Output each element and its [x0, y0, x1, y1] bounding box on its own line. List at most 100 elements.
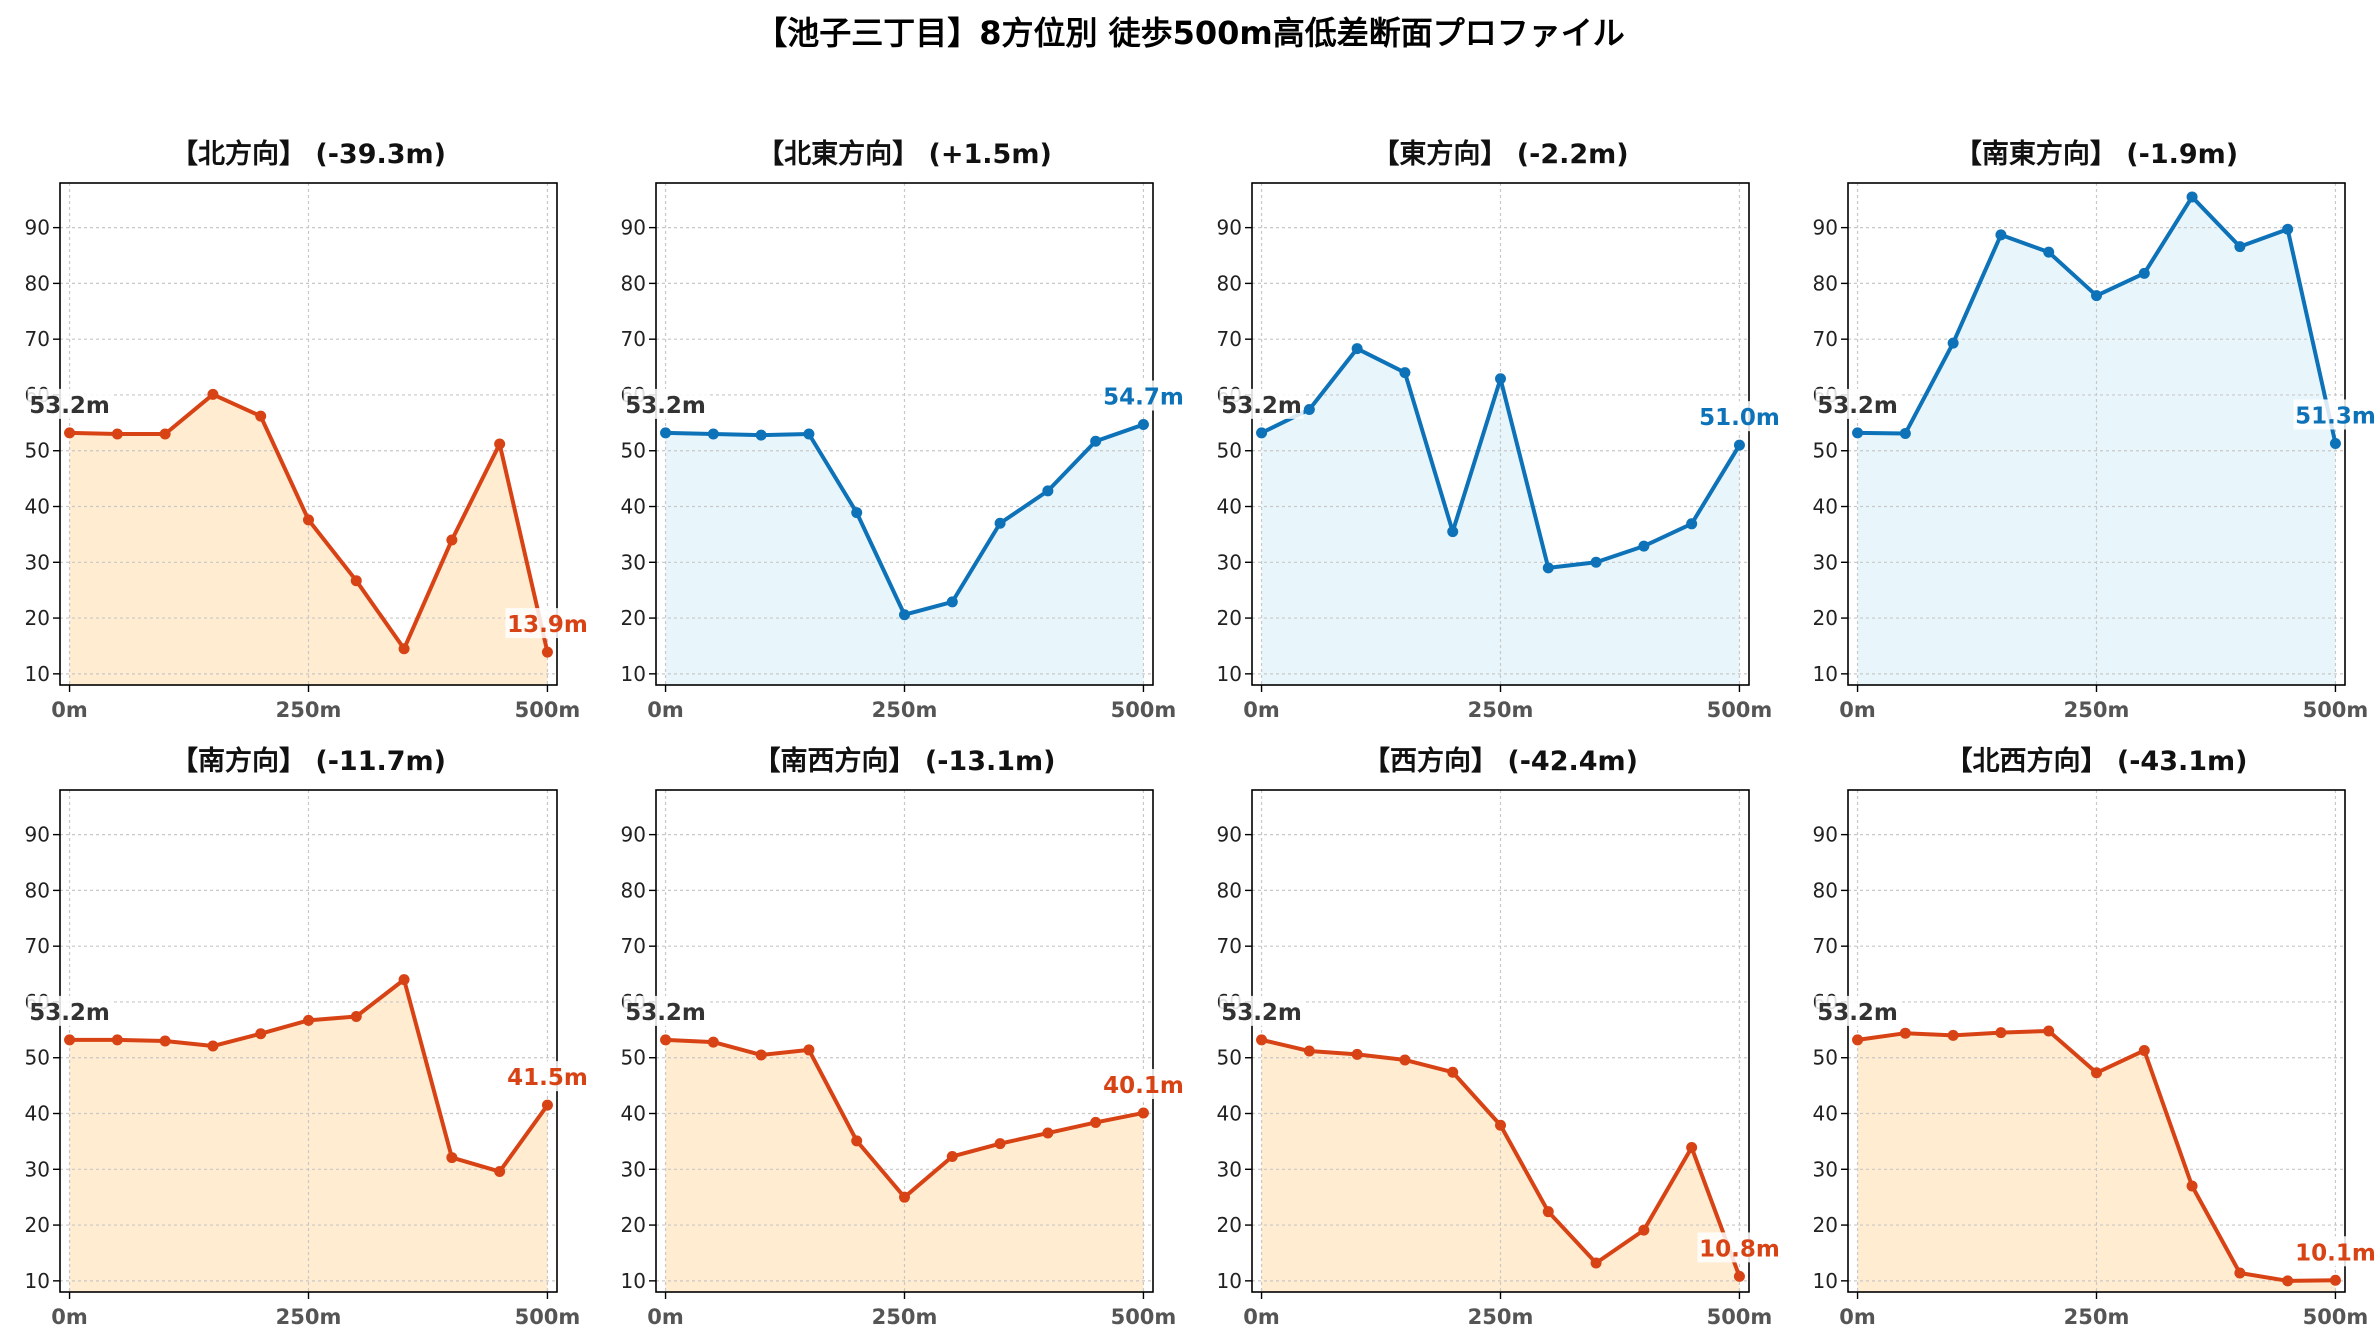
- y-tick-label: 30: [621, 1157, 646, 1181]
- data-point: [946, 1150, 958, 1162]
- chart-panel-6: 【南西方向】 (-13.1m)1020304050607080900m250m5…: [621, 745, 1186, 1329]
- x-tick-label: 0m: [51, 698, 88, 722]
- data-point: [1899, 427, 1911, 439]
- data-point: [1447, 526, 1459, 538]
- y-tick-label: 30: [621, 550, 646, 574]
- chart-panel-8: 【北西方向】 (-43.1m)1020304050607080900m250m5…: [1813, 745, 2378, 1329]
- panel-title: 【北方向】 (-39.3m): [171, 138, 446, 170]
- elevation-area: [1857, 196, 2336, 685]
- end-elevation-label: 10.8m: [1699, 1236, 1780, 1262]
- y-tick-label: 50: [25, 1046, 50, 1070]
- start-elevation-label: 53.2m: [625, 393, 706, 419]
- x-tick-label: 0m: [1839, 1305, 1876, 1329]
- start-elevation-label: 53.2m: [29, 1000, 110, 1026]
- data-point: [1256, 427, 1268, 439]
- data-point: [1542, 562, 1554, 574]
- start-label-bg: [1219, 388, 1304, 419]
- data-point: [660, 427, 672, 439]
- data-point: [1947, 337, 1959, 349]
- panel-title: 【南方向】 (-11.7m): [171, 745, 446, 777]
- data-point: [803, 1044, 815, 1056]
- end-label-bg: [2293, 399, 2378, 430]
- y-tick-label: 30: [1813, 550, 1838, 574]
- end-label-bg: [1101, 380, 1186, 411]
- data-point: [2043, 246, 2055, 258]
- data-point: [1733, 439, 1745, 451]
- data-point: [1638, 1224, 1650, 1236]
- data-point: [1399, 1054, 1411, 1066]
- data-point: [851, 1135, 863, 1147]
- data-point: [994, 1138, 1006, 1150]
- y-tick-label: 10: [1813, 1269, 1838, 1293]
- start-elevation-label: 53.2m: [29, 393, 110, 419]
- chart-panel-7: 【西方向】 (-42.4m)1020304050607080900m250m50…: [1217, 745, 1782, 1329]
- y-tick-label: 30: [1217, 1157, 1242, 1181]
- end-label-bg: [2293, 1236, 2378, 1267]
- data-point: [2091, 1067, 2102, 1079]
- elevation-area: [1261, 348, 1740, 685]
- panel-title: 【南西方向】 (-13.1m): [753, 745, 1055, 777]
- x-tick-label: 500m: [515, 698, 581, 722]
- data-point: [1137, 1107, 1149, 1119]
- data-point: [851, 507, 863, 519]
- x-tick-label: 250m: [2064, 1305, 2130, 1329]
- chart-panel-5: 【南方向】 (-11.7m)1020304050607080900m250m50…: [25, 745, 590, 1329]
- end-label-bg: [505, 608, 590, 639]
- end-label-bg: [1697, 401, 1782, 432]
- y-tick-label: 70: [25, 327, 50, 351]
- data-point: [994, 517, 1006, 529]
- elevation-area: [665, 424, 1144, 685]
- x-tick-label: 500m: [515, 1305, 581, 1329]
- data-point: [1733, 1270, 1745, 1282]
- end-elevation-label: 51.3m: [2295, 403, 2376, 429]
- data-point: [755, 1049, 767, 1061]
- y-tick-label: 10: [621, 662, 646, 686]
- data-point: [899, 609, 910, 621]
- y-tick-label: 20: [621, 606, 646, 630]
- data-point: [398, 974, 410, 986]
- data-point: [111, 428, 123, 440]
- y-tick-label: 40: [25, 495, 50, 519]
- x-tick-label: 500m: [1707, 698, 1773, 722]
- data-point: [1303, 403, 1315, 415]
- data-point: [1686, 518, 1698, 530]
- x-tick-label: 500m: [1707, 1305, 1773, 1329]
- start-label-bg: [27, 388, 112, 419]
- y-tick-label: 30: [1217, 550, 1242, 574]
- data-point: [1995, 229, 2007, 241]
- data-point: [255, 1028, 267, 1040]
- end-label-bg: [1697, 1232, 1782, 1263]
- x-tick-label: 0m: [1243, 1305, 1280, 1329]
- y-tick-label: 40: [1217, 1102, 1242, 1126]
- data-point: [446, 1152, 458, 1164]
- data-point: [1090, 435, 1102, 447]
- data-point: [1137, 419, 1149, 431]
- figure-title: 【池子三丁目】8方位別 徒歩500m高低差断面プロファイル: [755, 14, 1625, 52]
- data-point: [2043, 1025, 2055, 1037]
- data-point: [2138, 267, 2150, 279]
- x-tick-label: 0m: [1839, 698, 1876, 722]
- y-tick-label: 20: [1813, 1213, 1838, 1237]
- x-tick-label: 250m: [276, 698, 342, 722]
- x-tick-label: 250m: [276, 1305, 342, 1329]
- data-point: [398, 643, 410, 655]
- y-tick-label: 40: [1813, 1102, 1838, 1126]
- data-point: [350, 1010, 362, 1022]
- y-tick-label: 30: [25, 1157, 50, 1181]
- elevation-area: [69, 979, 548, 1292]
- start-label-bg: [623, 995, 708, 1026]
- data-point: [946, 596, 958, 608]
- data-point: [111, 1034, 123, 1046]
- y-tick-label: 70: [1217, 327, 1242, 351]
- x-tick-label: 500m: [1111, 698, 1177, 722]
- data-point: [350, 575, 362, 587]
- y-tick-label: 70: [621, 934, 646, 958]
- start-elevation-label: 53.2m: [1817, 1000, 1898, 1026]
- y-tick-label: 90: [621, 823, 646, 847]
- data-point: [660, 1034, 672, 1046]
- data-point: [899, 1191, 910, 1203]
- x-tick-label: 250m: [872, 1305, 938, 1329]
- data-point: [1447, 1066, 1459, 1078]
- end-elevation-label: 41.5m: [507, 1065, 588, 1091]
- panels: 【北方向】 (-39.3m)1020304050607080900m250m50…: [25, 138, 2378, 1329]
